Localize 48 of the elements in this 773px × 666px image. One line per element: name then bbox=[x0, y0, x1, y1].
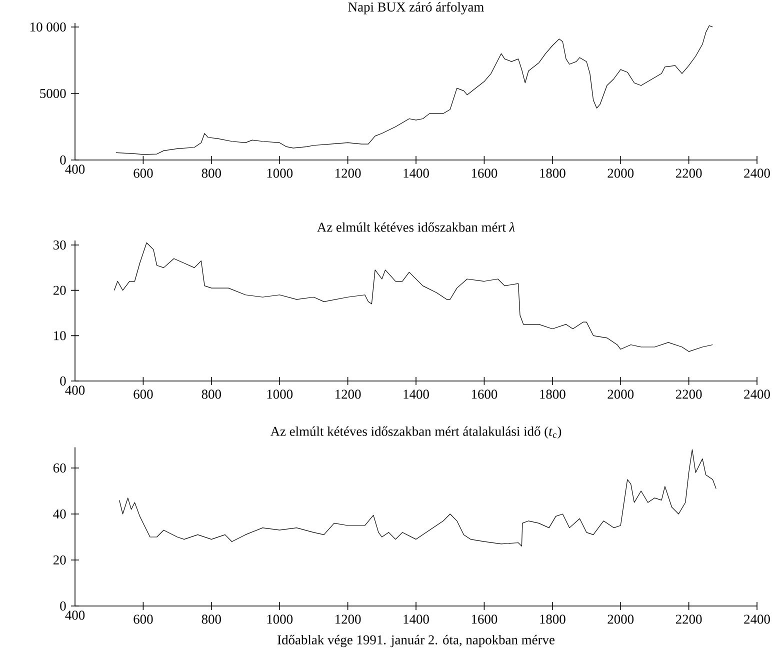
y-tick-label: 40 bbox=[53, 509, 66, 519]
y-tick-label: 10 000 bbox=[30, 22, 66, 32]
x-tick-label: 2400 bbox=[744, 390, 770, 399]
y-tick-label: 30 bbox=[54, 240, 66, 250]
x-tick-label: 1200 bbox=[336, 614, 361, 624]
x-tick-label: 400 bbox=[65, 386, 85, 395]
x-tick-label: 1000 bbox=[267, 168, 293, 178]
y-tick-label: 0 bbox=[60, 155, 66, 165]
x-tick-label: 1400 bbox=[404, 614, 429, 624]
y-tick-label: 5000 bbox=[40, 88, 66, 98]
x-tick-label: 1200 bbox=[336, 168, 361, 178]
x-tick-label: 600 bbox=[134, 390, 153, 399]
x-tick-label: 2400 bbox=[744, 168, 770, 178]
x-tick-label: 2000 bbox=[608, 614, 634, 624]
x-tick-label: 1800 bbox=[540, 390, 566, 399]
x-tick-label: 1600 bbox=[472, 168, 498, 178]
y-tick-label: 20 bbox=[53, 555, 66, 565]
x-tick-label: 400 bbox=[65, 610, 85, 620]
x-tick-label: 1000 bbox=[267, 390, 293, 399]
x-tick-label: 2400 bbox=[744, 614, 770, 624]
x-tick-label: 1600 bbox=[472, 614, 498, 624]
x-tick-label: 1600 bbox=[472, 390, 498, 399]
x-tick-label: 1400 bbox=[404, 390, 429, 399]
x-tick-label: 800 bbox=[202, 614, 221, 624]
x-tick-label: 600 bbox=[134, 168, 153, 178]
x-tick-label: 2200 bbox=[676, 614, 702, 624]
x-tick-label: 2000 bbox=[608, 390, 634, 399]
y-tick-label: 0 bbox=[60, 376, 66, 386]
x-tick-label: 400 bbox=[65, 164, 85, 174]
x-tick-label: 1400 bbox=[404, 168, 429, 178]
y-tick-label: 10 bbox=[54, 331, 66, 340]
x-tick-label: 800 bbox=[202, 390, 221, 399]
y-tick-label: 60 bbox=[53, 463, 66, 473]
chart-title: Napi BUX záró árfolyam bbox=[348, 2, 484, 14]
x-tick-label: 1000 bbox=[267, 614, 293, 624]
x-tick-label: 600 bbox=[134, 614, 153, 624]
x-axis-title: Időablak vége 1991. január 2. óta, napokban mérve bbox=[278, 634, 554, 648]
y-tick-label: 0 bbox=[60, 601, 66, 611]
y-tick-label: 20 bbox=[53, 286, 66, 295]
x-tick-label: 800 bbox=[202, 168, 221, 178]
chart-title: Az elmúlt kétéves időszakban mért λ bbox=[317, 222, 515, 232]
x-tick-label: 2200 bbox=[676, 168, 702, 178]
chart-title: Az elmúlt kétéves időszakban mért átalakulási idő (t$_{c}$) bbox=[270, 426, 562, 439]
x-tick-label: 1800 bbox=[540, 168, 566, 178]
x-tick-label: 2000 bbox=[608, 168, 634, 178]
x-tick-label: 1800 bbox=[540, 614, 566, 624]
x-tick-label: 1200 bbox=[336, 390, 361, 399]
x-tick-label: 2200 bbox=[676, 390, 702, 399]
